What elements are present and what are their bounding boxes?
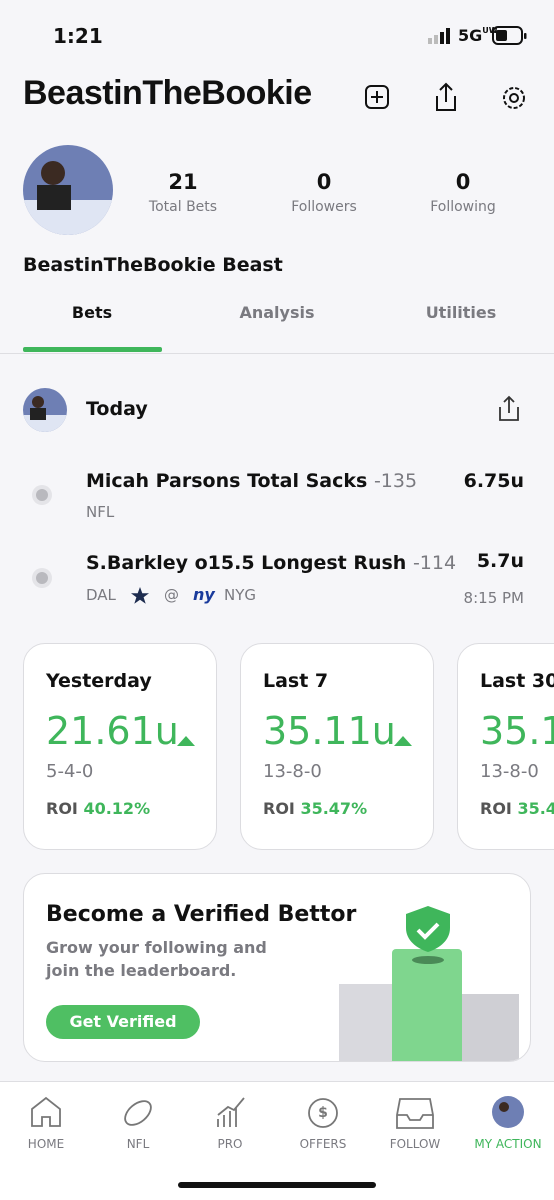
settings-icon[interactable] — [500, 84, 528, 112]
nav-item[interactable]: NFL — [126, 1137, 150, 1151]
nav-icons — [31, 1096, 524, 1129]
bet-title: Micah Parsons Total Sacks -135 — [86, 470, 417, 492]
roi-value: 35.47% — [300, 799, 368, 818]
share-icon[interactable] — [433, 82, 459, 112]
card-period: Yesterday — [46, 670, 152, 692]
nav-item[interactable]: PRO — [217, 1137, 243, 1151]
dallas-logo — [131, 587, 149, 604]
divider — [0, 353, 554, 354]
bet-home: NYG — [224, 586, 257, 604]
card-period: Last 30 — [480, 670, 554, 692]
bet-radio[interactable] — [31, 567, 53, 589]
bet-time: 8:15 PM — [463, 589, 524, 607]
bet-units: 6.75u — [463, 470, 524, 492]
bet-league: NFL — [86, 503, 115, 521]
bet-odds: -135 — [373, 470, 418, 492]
network-sub: UW — [482, 26, 498, 35]
promo-card: Become a Verified Bettor Grow your follo… — [23, 873, 531, 1062]
tab-indicator — [23, 347, 162, 352]
nav-item[interactable]: FOLLOW — [389, 1137, 441, 1151]
summary-card[interactable]: Last 7 35.11u 13-8-0 ROI 35.47% — [240, 643, 434, 850]
stat-value: 0 — [316, 170, 332, 194]
podium-illustration — [339, 906, 519, 1061]
card-units: 35.11u — [263, 709, 396, 753]
stat-label: Following — [430, 199, 496, 215]
bet-odds: -114 — [412, 552, 457, 574]
avatar-small — [23, 388, 67, 432]
today-title: Today — [86, 398, 148, 420]
username: BeastinTheBookie — [23, 74, 312, 112]
up-arrow — [394, 736, 412, 746]
tab[interactable]: Utilities — [425, 303, 497, 322]
card-units: 35.1 — [480, 709, 554, 753]
roi-label: ROI — [263, 799, 295, 818]
stat-value: 21 — [168, 170, 198, 194]
get-verified-button[interactable]: Get Verified — [46, 1005, 200, 1039]
stat-label: Followers — [291, 199, 357, 215]
battery-icon — [492, 26, 527, 45]
network: 5GUW — [458, 26, 498, 45]
promo-text: join the leaderboard. — [46, 961, 237, 980]
roi-value: 40.12% — [83, 799, 151, 818]
bet-name: S.Barkley o15.5 Longest Rush — [86, 552, 407, 574]
nav-item[interactable]: HOME — [27, 1137, 65, 1151]
bet-units: 5.7u — [476, 550, 524, 572]
card-roi: ROI 35.47% — [263, 799, 367, 818]
nav-item[interactable]: MY ACTION — [474, 1137, 542, 1151]
display-name: BeastinTheBookie Beast — [23, 254, 283, 276]
signal-icon — [428, 28, 450, 44]
bottom-nav — [0, 1081, 554, 1200]
bet-radio[interactable] — [31, 484, 53, 506]
promo-text: Grow your following and — [46, 938, 267, 957]
stat-value: 0 — [455, 170, 471, 194]
card-roi: ROI 35.4 — [480, 799, 554, 818]
bet-away: DAL — [86, 586, 116, 604]
offers-dollar: $ — [318, 1105, 328, 1121]
network-label: 5G — [458, 26, 483, 45]
tab[interactable]: Bets — [71, 303, 113, 322]
bet-title: S.Barkley o15.5 Longest Rush -114 — [86, 552, 456, 574]
bet-at: @ — [164, 586, 179, 604]
card-roi: ROI 40.12% — [46, 799, 150, 818]
card-period: Last 7 — [263, 670, 329, 692]
up-arrow — [177, 736, 195, 746]
summary-card[interactable]: Last 30 35.1 13-8-0 ROI 35.4 — [457, 643, 554, 850]
stat-label: Total Bets — [148, 199, 218, 215]
bet-name: Micah Parsons Total Sacks — [86, 470, 368, 492]
card-record: 13-8-0 — [480, 761, 539, 782]
card-units: 21.61u — [46, 709, 179, 753]
card-record: 13-8-0 — [263, 761, 322, 782]
time: 1:21 — [53, 24, 103, 48]
giants-logo: ny — [193, 585, 215, 604]
nav-item[interactable]: OFFERS — [299, 1137, 347, 1151]
tab[interactable]: Analysis — [239, 303, 315, 322]
roi-label: ROI — [46, 799, 78, 818]
roi-value: 35.4 — [517, 799, 554, 818]
avatar — [23, 145, 113, 235]
summary-card[interactable]: Yesterday 21.61u 5-4-0 ROI 40.12% — [23, 643, 217, 850]
share-icon[interactable] — [497, 395, 521, 423]
card-record: 5-4-0 — [46, 761, 94, 782]
roi-label: ROI — [480, 799, 512, 818]
home-indicator — [178, 1182, 376, 1188]
add-icon[interactable] — [362, 84, 392, 112]
promo-title: Become a Verified Bettor — [46, 902, 357, 927]
